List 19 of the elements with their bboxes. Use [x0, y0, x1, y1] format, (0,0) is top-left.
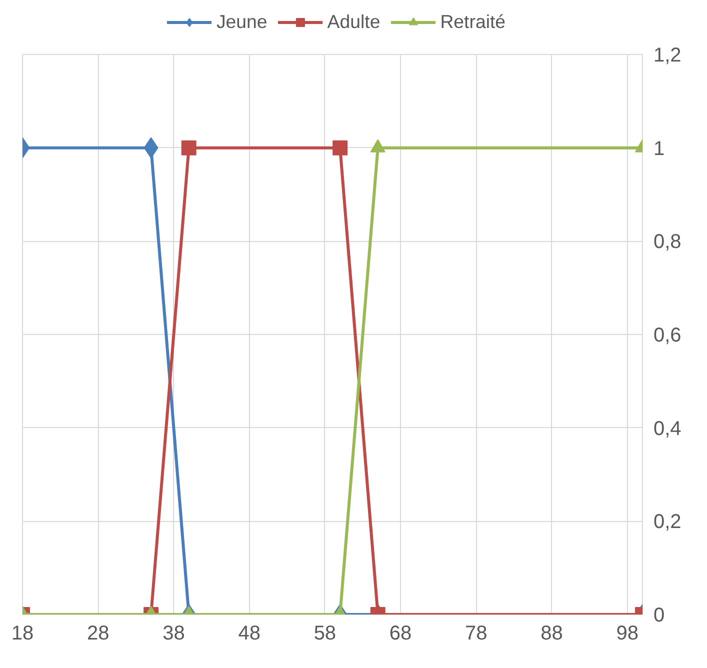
x-tick-label: 68 [389, 622, 412, 644]
x-tick-label: 18 [11, 622, 34, 644]
x-tick-label: 88 [540, 622, 563, 644]
y-tick-label: 0,6 [654, 324, 682, 346]
y-tick-label: 0,4 [654, 418, 682, 440]
legend-label: Retraité [440, 11, 506, 33]
y-tick-label: 1 [654, 138, 665, 160]
x-tick-label: 58 [314, 622, 336, 644]
legend-label: Jeune [216, 11, 268, 33]
y-tick-label: 0 [654, 604, 665, 626]
x-tick-label: 98 [616, 622, 639, 644]
x-tick-label: 38 [162, 622, 185, 644]
y-tick-label: 1,2 [654, 44, 682, 66]
y-tick-label: 0,8 [654, 231, 682, 254]
x-tick-label: 78 [465, 622, 488, 644]
x-tick-label: 28 [86, 622, 110, 644]
y-tick-label: 0,2 [654, 511, 682, 534]
x-tick-label: 48 [238, 622, 260, 644]
legend-label: Adulte [327, 11, 380, 33]
